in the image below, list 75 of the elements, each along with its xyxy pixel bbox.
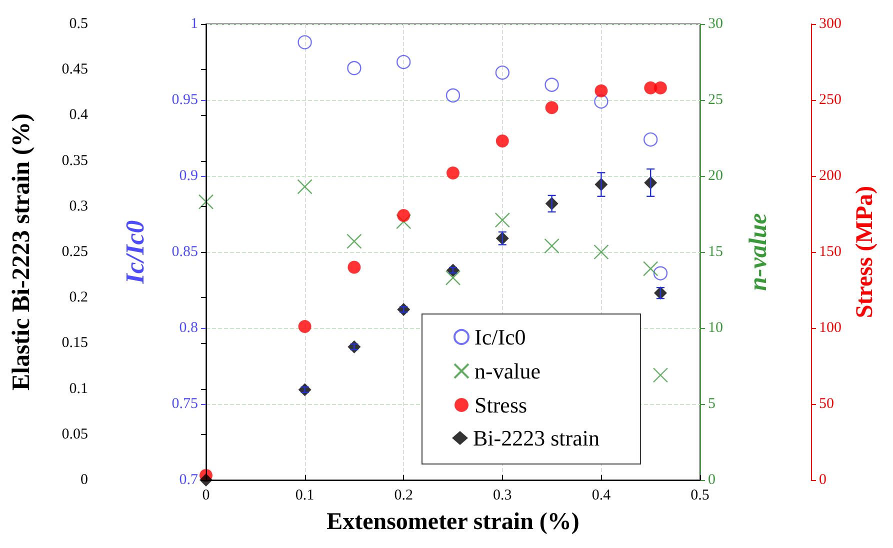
x-tick-label: 0.5 xyxy=(690,488,710,504)
point xyxy=(643,261,658,276)
point xyxy=(200,474,212,486)
point xyxy=(397,209,410,222)
point xyxy=(594,244,609,260)
y2-tick-label: 25 xyxy=(708,92,723,108)
y3-tick-label: 200 xyxy=(819,168,842,184)
point xyxy=(594,84,608,98)
x-tick-label: 0 xyxy=(202,488,210,504)
point xyxy=(396,214,412,230)
point xyxy=(495,66,510,80)
point xyxy=(298,35,312,50)
point xyxy=(346,234,362,249)
x-tick-label: 0.4 xyxy=(592,488,612,504)
point xyxy=(494,212,510,228)
y2-tick-label: 5 xyxy=(708,396,716,412)
y-tick-label: 0.45 xyxy=(62,62,88,78)
y-tick-label: 0.35 xyxy=(62,152,88,169)
y-tick-label: 0.7 xyxy=(179,472,198,488)
y-tick-label: 0.25 xyxy=(62,244,88,260)
point xyxy=(348,260,361,274)
legend-label: Bi-2223 strain xyxy=(473,426,600,450)
point xyxy=(297,179,312,194)
y-tick-label: 1 xyxy=(190,16,198,32)
x-axis-title: Extensometer strain (%) xyxy=(326,509,580,535)
y2-tick-label: 15 xyxy=(708,244,723,260)
y3-tick-label: 150 xyxy=(819,244,842,260)
point xyxy=(298,320,312,333)
y-axis-title: Elastic Bi-2223 strain (%) xyxy=(8,113,35,391)
point xyxy=(445,270,461,286)
legend-label: Ic/Ic0 xyxy=(474,324,526,350)
y3-tick-label: 100 xyxy=(819,320,842,336)
y-tick-label: 0.85 xyxy=(172,244,198,260)
y2-axis-title: n-value xyxy=(745,213,772,291)
y-tick-label: 0.9 xyxy=(179,168,198,184)
y-tick-label: 0.1 xyxy=(69,380,88,397)
point xyxy=(496,134,509,148)
y2-tick-label: 30 xyxy=(708,16,723,32)
point xyxy=(544,78,559,92)
point xyxy=(396,54,411,70)
x-tick-label: 0.1 xyxy=(295,488,314,504)
y2-tick-label: 10 xyxy=(708,320,723,336)
legend-label: Stress xyxy=(474,392,528,418)
point xyxy=(446,166,460,180)
point xyxy=(198,194,214,210)
y3-tick-label: 50 xyxy=(819,396,834,412)
legend-label: n-value xyxy=(474,358,540,384)
point xyxy=(347,60,362,76)
y-tick-label: 0.3 xyxy=(69,198,88,214)
y-tick-label: 0.75 xyxy=(172,396,198,412)
y-tick-label: 0.4 xyxy=(69,107,88,124)
y-tick-label: 0.95 xyxy=(172,92,198,108)
y-tick-label: 0.2 xyxy=(69,290,88,306)
x-tick-label: 0.3 xyxy=(493,488,512,504)
point xyxy=(652,368,668,383)
point xyxy=(644,132,658,147)
y3-axis-title: Stress (MPa) xyxy=(852,186,878,318)
point xyxy=(446,88,460,103)
point xyxy=(653,266,668,280)
point xyxy=(654,81,667,94)
y-tick-label: 0.8 xyxy=(179,320,198,336)
y3-tick-label: 250 xyxy=(819,92,842,108)
point xyxy=(594,94,608,109)
point xyxy=(545,101,558,114)
y3-tick-label: 300 xyxy=(819,16,842,32)
x-tick-label: 0.2 xyxy=(394,488,413,504)
point xyxy=(544,238,560,254)
y-tick-label: 0 xyxy=(80,472,88,488)
y2-tick-label: 20 xyxy=(708,168,723,184)
y-tick-label: 0.05 xyxy=(62,426,88,442)
y-tick-label: 0.15 xyxy=(62,335,88,352)
y-tick-label: 0.5 xyxy=(69,16,88,32)
y3-tick-label: 0 xyxy=(819,472,826,488)
y-axis-title: Ic/Ic0 xyxy=(120,220,150,285)
y2-tick-label: 0 xyxy=(708,472,716,488)
